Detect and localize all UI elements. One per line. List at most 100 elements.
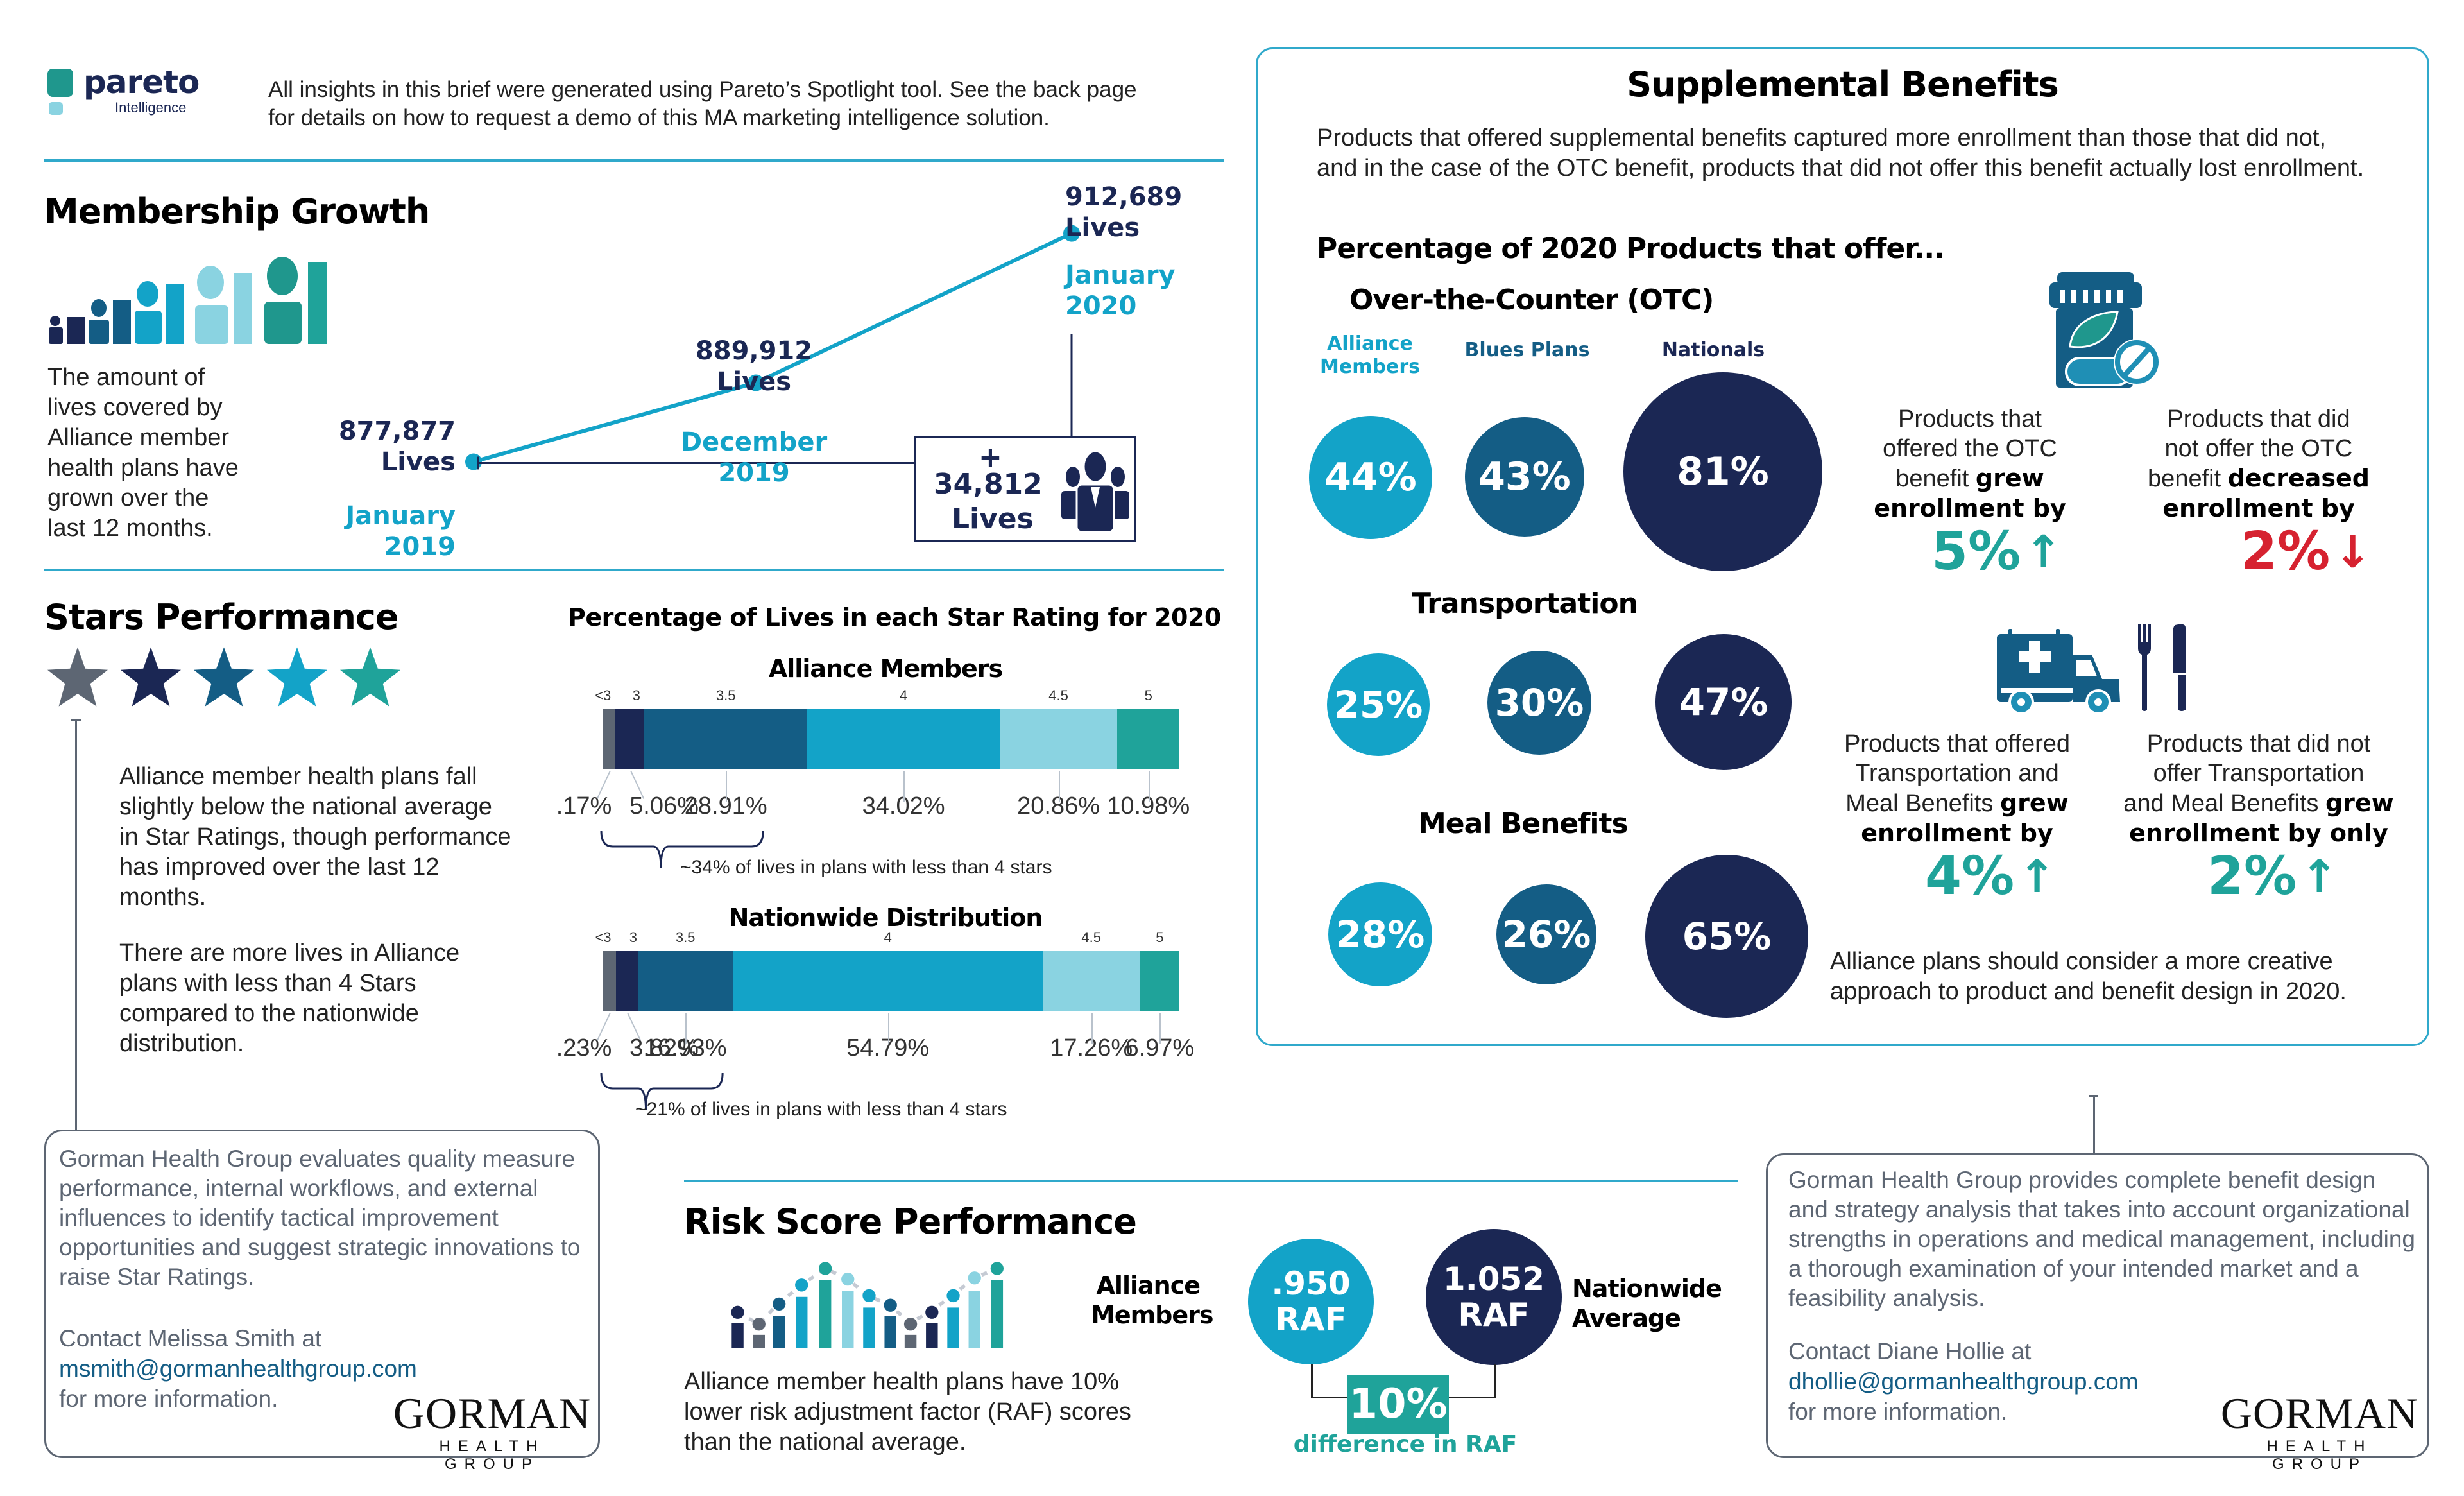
- alliance-annotation: ~34% of lives in plans with less than 4 …: [680, 857, 1052, 878]
- bar-segment-4.5: [999, 709, 1118, 769]
- growth-box: + 34,812 Lives: [914, 436, 1136, 542]
- growth-unit: Lives: [952, 503, 1034, 535]
- risk-bar-9: [903, 1318, 918, 1348]
- column-blues: Blues Plans: [1464, 339, 1590, 361]
- leader-line: [887, 1013, 889, 1044]
- nationwide-bar-title: Nationwide Distribution: [728, 904, 1043, 932]
- risk-bar-6: [841, 1272, 855, 1348]
- risk-bar-13: [990, 1262, 1004, 1348]
- risk-alliance-circle: .950 RAF: [1248, 1239, 1374, 1364]
- membership-line-chart: [465, 225, 1080, 470]
- stars-title: Stars Performance: [44, 597, 399, 637]
- value-label: .17%: [556, 793, 612, 820]
- risk-bar-4: [795, 1278, 809, 1348]
- raf-diff-value: 10%: [1349, 1380, 1448, 1428]
- risk-bar-5: [819, 1262, 832, 1348]
- bar-segment-3: [615, 709, 644, 769]
- intro-line-2: for details on how to request a demo of …: [268, 105, 1050, 130]
- star-chart-title: Percentage of Lives in each Star Rating …: [568, 603, 1221, 632]
- raf-diff-label: difference in RAF: [1293, 1431, 1518, 1457]
- arrow-up-icon: ↑: [2024, 525, 2062, 578]
- column-nationals: Nationals: [1661, 339, 1765, 361]
- otc-alliance-circle: 44%: [1309, 416, 1432, 539]
- growth-point-3: [1063, 225, 1080, 242]
- intro-line-1: All insights in this brief were generate…: [268, 77, 1137, 102]
- intro-text: All insights in this brief were generate…: [268, 76, 1137, 132]
- category-label: 4: [899, 687, 908, 703]
- growth-point-2: [748, 374, 764, 391]
- gorman-right-body: Gorman Health Group provides complete be…: [1788, 1167, 2415, 1311]
- gorman-info-box-left: Gorman Health Group evaluates quality me…: [44, 1130, 600, 1473]
- point-label-3: 912,689 Lives: [1065, 182, 1183, 243]
- person-bar-4: [195, 266, 252, 344]
- bar-segment-4.5: [1042, 951, 1140, 1011]
- person-bar-1: [49, 316, 85, 344]
- membership-description: The amount of lives covered by Alliance …: [47, 364, 239, 542]
- leader-line: [1058, 771, 1060, 802]
- category-label: 3.5: [675, 929, 696, 945]
- gorman-logo-right: GORMAN HEALTH GROUP: [2220, 1389, 2419, 1473]
- gorman-left-email[interactable]: msmith@gormanhealthgroup.com: [59, 1355, 417, 1382]
- risk-bar-7: [862, 1289, 876, 1348]
- risk-chart-icon: [731, 1262, 1004, 1348]
- point-label-2: 889,912 Lives: [695, 336, 813, 397]
- gorman-left-contact: Contact Melissa Smith at: [59, 1325, 322, 1352]
- otc-title: Over-the-Counter (OTC): [1349, 284, 1714, 316]
- category-label: 4: [884, 929, 892, 945]
- otc-not-offered-stat: 2% ↓: [2241, 521, 2372, 582]
- arrow-up-icon: ↑: [2300, 850, 2338, 903]
- group-people-icon: [1061, 450, 1129, 533]
- category-label: 3: [629, 929, 637, 945]
- bar-segment-4: [733, 951, 1043, 1011]
- meal-nationals-circle: 65%: [1645, 855, 1808, 1018]
- risk-national-label: Nationwide Average: [1572, 1275, 1722, 1332]
- supplemental-conclusion: Alliance plans should consider a more cr…: [1830, 948, 2347, 1005]
- divider-membership: [44, 569, 1224, 571]
- star-icon-5: [339, 647, 401, 707]
- supplemental-title: Supplemental Benefits: [1627, 64, 2058, 105]
- point-date-3: January 2020: [1065, 261, 1176, 321]
- raf-connector-right: [1494, 1364, 1496, 1398]
- point-label-1: 877,877 Lives: [338, 417, 456, 477]
- column-alliance: Alliance Members: [1320, 332, 1420, 378]
- risk-national-circle: 1.052 RAF: [1426, 1229, 1562, 1365]
- risk-bar-8: [884, 1298, 897, 1348]
- point-date-1: January 2019: [345, 501, 456, 562]
- nationwide-annotation: ~21% of lives in plans with less than 4 …: [635, 1099, 1007, 1120]
- otc-blues-circle: 43%: [1465, 417, 1584, 537]
- leader-line: [685, 1013, 687, 1044]
- category-label: <3: [595, 687, 612, 703]
- supplemental-panel: [1256, 47, 2429, 1046]
- risk-bar-11: [946, 1289, 960, 1348]
- raf-connector-left: [1311, 1364, 1313, 1398]
- bar-segment-5: [1140, 951, 1179, 1011]
- meal-blues-circle: 26%: [1496, 884, 1596, 984]
- risk-alliance-label: Alliance Members: [1091, 1271, 1214, 1329]
- membership-title: Membership Growth: [44, 191, 430, 232]
- stars-paragraph-1: Alliance member health plans fall slight…: [119, 763, 511, 911]
- meal-title: Meal Benefits: [1418, 807, 1629, 840]
- transport-alliance-circle: 25%: [1327, 653, 1430, 756]
- category-label: 4.5: [1048, 687, 1068, 703]
- raf-connector-bottom-right: [1449, 1397, 1495, 1398]
- people-bars-icon: [49, 257, 327, 344]
- person-bar-5: [264, 257, 327, 344]
- gorman-right-email[interactable]: dhollie@gormanhealthgroup.com: [1788, 1368, 2139, 1395]
- transport-blues-circle: 30%: [1487, 651, 1591, 755]
- leader-line: [1159, 1013, 1161, 1044]
- category-label: 3: [632, 687, 640, 703]
- logo-sub: Intelligence: [115, 99, 187, 116]
- tm-not-offered-text: Products that did not offer Transportati…: [2123, 730, 2394, 847]
- supplemental-subtitle: Percentage of 2020 Products that offer..…: [1317, 232, 1945, 265]
- bracket: [600, 830, 764, 869]
- arrow-down-icon: ↓: [2334, 525, 2372, 578]
- gorman-info-box-right: Gorman Health Group provides complete be…: [1766, 1153, 2429, 1473]
- growth-value: 34,812: [934, 468, 1043, 501]
- risk-bar-2: [752, 1318, 766, 1348]
- category-label: 3.5: [715, 687, 736, 703]
- category-label: 5: [1156, 929, 1164, 945]
- risk-bar-12: [968, 1271, 981, 1348]
- otc-pill-bottle-icon: [2049, 272, 2160, 388]
- stacked-bar: [603, 951, 1179, 1011]
- bar-segment-<3: [603, 951, 617, 1011]
